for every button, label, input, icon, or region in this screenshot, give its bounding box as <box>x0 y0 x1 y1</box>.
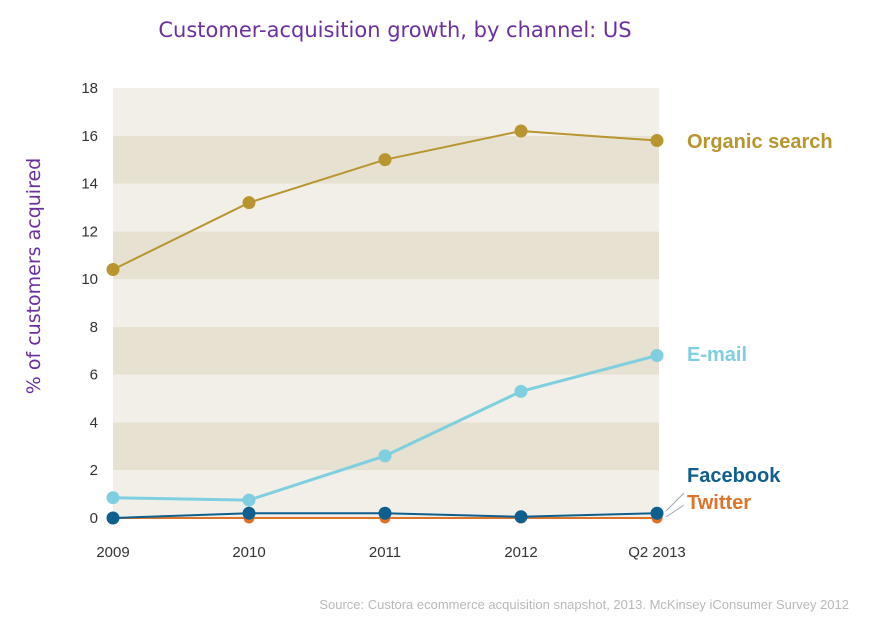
x-tick-label: 2009 <box>96 544 129 561</box>
data-point-organic-search <box>514 124 528 138</box>
x-tick-label: 2012 <box>504 544 537 561</box>
series-label-facebook: Facebook <box>687 465 781 487</box>
data-point-organic-search <box>106 263 120 277</box>
grid-band <box>113 88 659 136</box>
y-tick-label: 6 <box>90 367 98 384</box>
data-point-e-mail <box>106 491 120 505</box>
y-tick-label: 0 <box>90 510 98 527</box>
series-labels: Organic search E-mail Facebook Twitter <box>687 131 833 514</box>
grid-band <box>113 422 659 471</box>
source-note: Source: Custora ecommerce acquisition sn… <box>319 597 849 612</box>
data-point-organic-search <box>242 196 256 210</box>
x-tick-label: 2011 <box>369 544 401 561</box>
data-point-e-mail <box>514 384 528 398</box>
data-point-facebook <box>378 506 392 520</box>
x-tick-label: Q2 2013 <box>628 544 686 561</box>
y-tick-label: 10 <box>81 271 98 288</box>
grid-band <box>113 231 659 280</box>
x-axis-ticks: 2009 2010 2011 2012 Q2 2013 <box>96 544 685 561</box>
y-axis-ticks: 0 2 4 6 8 10 12 14 16 18 <box>81 80 98 527</box>
data-point-e-mail <box>242 493 256 507</box>
series-label-e-mail: E-mail <box>687 344 747 366</box>
data-point-organic-search <box>378 153 392 167</box>
y-tick-label: 18 <box>81 80 98 97</box>
data-point-facebook <box>514 510 528 524</box>
series-label-organic-search: Organic search <box>687 131 833 153</box>
data-point-facebook <box>242 506 256 520</box>
grid-band <box>113 279 659 327</box>
y-tick-label: 8 <box>90 319 98 336</box>
series-group <box>106 124 664 525</box>
grid-band <box>113 183 659 232</box>
leader-line-twitter <box>665 504 685 518</box>
grid-band <box>113 326 659 375</box>
plot-background <box>113 88 659 518</box>
y-tick-label: 2 <box>90 462 98 479</box>
y-tick-label: 14 <box>81 176 98 193</box>
data-point-e-mail <box>650 349 664 363</box>
data-point-facebook <box>650 506 664 520</box>
y-tick-label: 16 <box>81 128 98 145</box>
grid-band <box>113 374 659 423</box>
series-label-twitter: Twitter <box>687 492 751 514</box>
data-point-facebook <box>106 511 120 525</box>
label-leader-lines <box>665 492 685 518</box>
y-tick-label: 12 <box>81 223 98 240</box>
x-tick-label: 2010 <box>232 544 265 561</box>
data-point-organic-search <box>650 134 664 148</box>
chart-title: Customer-acquisition growth, by channel:… <box>158 18 632 42</box>
y-tick-label: 4 <box>90 414 98 431</box>
data-point-e-mail <box>378 449 392 463</box>
leader-line-facebook <box>665 492 685 512</box>
